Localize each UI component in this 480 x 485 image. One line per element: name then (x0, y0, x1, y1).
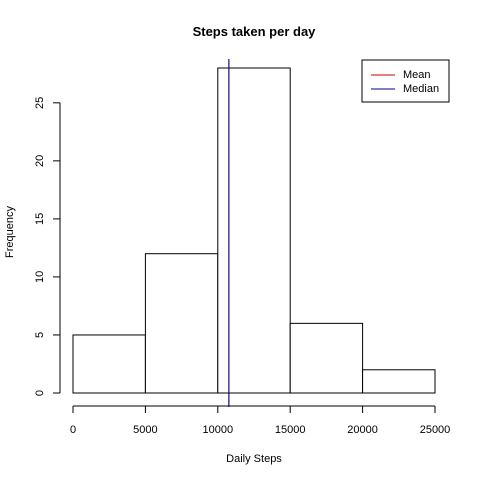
y-axis: 0 5 10 15 20 25 (34, 97, 60, 396)
y-tick-label-5: 25 (34, 97, 46, 109)
y-tick-label-2: 10 (34, 271, 46, 283)
x-tick-label-5: 25000 (420, 424, 451, 436)
chart-title: Steps taken per day (193, 24, 317, 39)
y-axis-label: Frequency (4, 206, 16, 258)
y-tick-label-4: 20 (34, 155, 46, 167)
histogram-bar-1 (145, 254, 217, 393)
x-tick-label-3: 15000 (275, 424, 306, 436)
x-axis: 0 5000 10000 15000 20000 25000 (70, 406, 450, 436)
legend: Mean Median (362, 60, 449, 102)
histogram-bar-0 (73, 335, 145, 393)
legend-label-1: Median (403, 83, 439, 95)
histogram-bar-4 (363, 370, 435, 393)
x-axis-label: Daily Steps (226, 453, 282, 465)
x-tick-label-2: 10000 (203, 424, 234, 436)
legend-box (362, 60, 449, 102)
y-tick-label-0: 0 (34, 390, 46, 396)
x-tick-label-4: 20000 (347, 424, 378, 436)
y-tick-label-3: 15 (34, 213, 46, 225)
legend-label-0: Mean (403, 69, 431, 81)
x-tick-label-1: 5000 (133, 424, 157, 436)
histogram-bar-3 (290, 323, 362, 393)
x-tick-label-0: 0 (70, 424, 76, 436)
bars-group (73, 68, 435, 393)
y-tick-label-1: 5 (34, 332, 46, 338)
